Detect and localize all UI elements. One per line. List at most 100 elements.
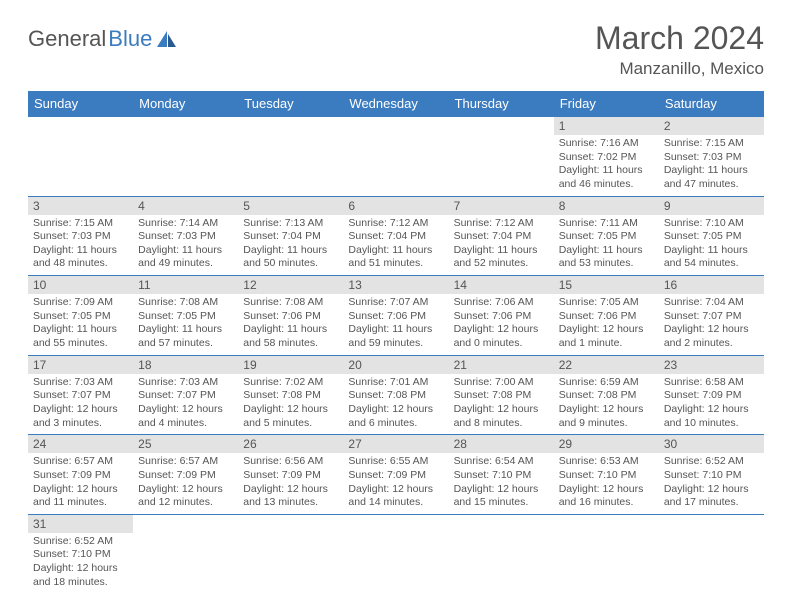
weekday-header: Saturday <box>659 91 764 117</box>
day-number: 9 <box>659 197 764 215</box>
calendar-cell: 8Sunrise: 7:11 AMSunset: 7:05 PMDaylight… <box>554 196 659 276</box>
calendar-cell: 16Sunrise: 7:04 AMSunset: 7:07 PMDayligh… <box>659 276 764 356</box>
weekday-header: Tuesday <box>238 91 343 117</box>
title-block: March 2024 Manzanillo, Mexico <box>595 20 764 79</box>
day-number: 5 <box>238 197 343 215</box>
header: GeneralBlue March 2024 Manzanillo, Mexic… <box>28 20 764 79</box>
day-number: 7 <box>449 197 554 215</box>
calendar-cell <box>449 117 554 197</box>
day-body: Sunrise: 7:12 AMSunset: 7:04 PMDaylight:… <box>343 215 448 276</box>
day-body: Sunrise: 7:11 AMSunset: 7:05 PMDaylight:… <box>554 215 659 276</box>
calendar-cell: 21Sunrise: 7:00 AMSunset: 7:08 PMDayligh… <box>449 355 554 435</box>
calendar-cell: 6Sunrise: 7:12 AMSunset: 7:04 PMDaylight… <box>343 196 448 276</box>
day-body: Sunrise: 6:55 AMSunset: 7:09 PMDaylight:… <box>343 453 448 514</box>
logo: GeneralBlue <box>28 20 178 52</box>
day-number: 18 <box>133 356 238 374</box>
day-body: Sunrise: 6:53 AMSunset: 7:10 PMDaylight:… <box>554 453 659 514</box>
calendar-cell: 9Sunrise: 7:10 AMSunset: 7:05 PMDaylight… <box>659 196 764 276</box>
calendar-cell: 2Sunrise: 7:15 AMSunset: 7:03 PMDaylight… <box>659 117 764 197</box>
calendar-cell <box>133 117 238 197</box>
calendar-cell <box>28 117 133 197</box>
day-number: 20 <box>343 356 448 374</box>
day-number: 10 <box>28 276 133 294</box>
calendar-cell: 11Sunrise: 7:08 AMSunset: 7:05 PMDayligh… <box>133 276 238 356</box>
calendar-cell: 18Sunrise: 7:03 AMSunset: 7:07 PMDayligh… <box>133 355 238 435</box>
calendar-cell <box>659 514 764 593</box>
calendar-cell <box>133 514 238 593</box>
calendar-week: 1Sunrise: 7:16 AMSunset: 7:02 PMDaylight… <box>28 117 764 197</box>
day-number: 31 <box>28 515 133 533</box>
calendar-cell: 29Sunrise: 6:53 AMSunset: 7:10 PMDayligh… <box>554 435 659 515</box>
day-number: 13 <box>343 276 448 294</box>
calendar-cell: 30Sunrise: 6:52 AMSunset: 7:10 PMDayligh… <box>659 435 764 515</box>
calendar-table: SundayMondayTuesdayWednesdayThursdayFrid… <box>28 91 764 593</box>
calendar-cell <box>238 514 343 593</box>
day-number: 17 <box>28 356 133 374</box>
day-body: Sunrise: 7:08 AMSunset: 7:06 PMDaylight:… <box>238 294 343 355</box>
day-number: 21 <box>449 356 554 374</box>
calendar-cell <box>343 514 448 593</box>
day-body: Sunrise: 7:10 AMSunset: 7:05 PMDaylight:… <box>659 215 764 276</box>
day-body: Sunrise: 6:57 AMSunset: 7:09 PMDaylight:… <box>28 453 133 514</box>
day-number: 26 <box>238 435 343 453</box>
calendar-cell: 14Sunrise: 7:06 AMSunset: 7:06 PMDayligh… <box>449 276 554 356</box>
calendar-cell: 20Sunrise: 7:01 AMSunset: 7:08 PMDayligh… <box>343 355 448 435</box>
day-body: Sunrise: 6:57 AMSunset: 7:09 PMDaylight:… <box>133 453 238 514</box>
weekday-row: SundayMondayTuesdayWednesdayThursdayFrid… <box>28 91 764 117</box>
day-number: 29 <box>554 435 659 453</box>
calendar-cell: 24Sunrise: 6:57 AMSunset: 7:09 PMDayligh… <box>28 435 133 515</box>
calendar-cell: 3Sunrise: 7:15 AMSunset: 7:03 PMDaylight… <box>28 196 133 276</box>
day-number: 2 <box>659 117 764 135</box>
day-body: Sunrise: 7:04 AMSunset: 7:07 PMDaylight:… <box>659 294 764 355</box>
calendar-cell: 7Sunrise: 7:12 AMSunset: 7:04 PMDaylight… <box>449 196 554 276</box>
calendar-cell: 27Sunrise: 6:55 AMSunset: 7:09 PMDayligh… <box>343 435 448 515</box>
calendar-cell: 28Sunrise: 6:54 AMSunset: 7:10 PMDayligh… <box>449 435 554 515</box>
day-body: Sunrise: 7:14 AMSunset: 7:03 PMDaylight:… <box>133 215 238 276</box>
calendar-cell <box>554 514 659 593</box>
calendar-cell <box>343 117 448 197</box>
day-body: Sunrise: 7:08 AMSunset: 7:05 PMDaylight:… <box>133 294 238 355</box>
calendar-week: 10Sunrise: 7:09 AMSunset: 7:05 PMDayligh… <box>28 276 764 356</box>
calendar-week: 31Sunrise: 6:52 AMSunset: 7:10 PMDayligh… <box>28 514 764 593</box>
calendar-cell: 25Sunrise: 6:57 AMSunset: 7:09 PMDayligh… <box>133 435 238 515</box>
day-body: Sunrise: 6:59 AMSunset: 7:08 PMDaylight:… <box>554 374 659 435</box>
calendar-cell: 15Sunrise: 7:05 AMSunset: 7:06 PMDayligh… <box>554 276 659 356</box>
logo-text1: General <box>28 26 106 52</box>
calendar-cell: 5Sunrise: 7:13 AMSunset: 7:04 PMDaylight… <box>238 196 343 276</box>
day-number: 14 <box>449 276 554 294</box>
day-number: 19 <box>238 356 343 374</box>
day-number: 1 <box>554 117 659 135</box>
day-number: 23 <box>659 356 764 374</box>
day-body: Sunrise: 7:05 AMSunset: 7:06 PMDaylight:… <box>554 294 659 355</box>
day-body: Sunrise: 7:09 AMSunset: 7:05 PMDaylight:… <box>28 294 133 355</box>
calendar-cell: 22Sunrise: 6:59 AMSunset: 7:08 PMDayligh… <box>554 355 659 435</box>
weekday-header: Thursday <box>449 91 554 117</box>
day-body: Sunrise: 7:02 AMSunset: 7:08 PMDaylight:… <box>238 374 343 435</box>
day-body: Sunrise: 7:00 AMSunset: 7:08 PMDaylight:… <box>449 374 554 435</box>
day-number: 15 <box>554 276 659 294</box>
calendar-cell <box>238 117 343 197</box>
day-body: Sunrise: 7:03 AMSunset: 7:07 PMDaylight:… <box>133 374 238 435</box>
month-title: March 2024 <box>595 20 764 57</box>
weekday-header: Sunday <box>28 91 133 117</box>
calendar-cell: 10Sunrise: 7:09 AMSunset: 7:05 PMDayligh… <box>28 276 133 356</box>
day-body: Sunrise: 7:15 AMSunset: 7:03 PMDaylight:… <box>659 135 764 196</box>
day-body: Sunrise: 6:58 AMSunset: 7:09 PMDaylight:… <box>659 374 764 435</box>
logo-text2: Blue <box>108 26 152 52</box>
day-number: 6 <box>343 197 448 215</box>
calendar-cell: 19Sunrise: 7:02 AMSunset: 7:08 PMDayligh… <box>238 355 343 435</box>
logo-sail-icon <box>156 30 178 48</box>
day-number: 8 <box>554 197 659 215</box>
day-number: 24 <box>28 435 133 453</box>
day-body: Sunrise: 7:07 AMSunset: 7:06 PMDaylight:… <box>343 294 448 355</box>
day-body: Sunrise: 7:15 AMSunset: 7:03 PMDaylight:… <box>28 215 133 276</box>
location: Manzanillo, Mexico <box>595 59 764 79</box>
day-body: Sunrise: 7:06 AMSunset: 7:06 PMDaylight:… <box>449 294 554 355</box>
day-body: Sunrise: 7:01 AMSunset: 7:08 PMDaylight:… <box>343 374 448 435</box>
calendar-cell: 23Sunrise: 6:58 AMSunset: 7:09 PMDayligh… <box>659 355 764 435</box>
weekday-header: Wednesday <box>343 91 448 117</box>
day-number: 11 <box>133 276 238 294</box>
day-body: Sunrise: 6:52 AMSunset: 7:10 PMDaylight:… <box>28 533 133 594</box>
calendar-cell: 17Sunrise: 7:03 AMSunset: 7:07 PMDayligh… <box>28 355 133 435</box>
day-number: 28 <box>449 435 554 453</box>
